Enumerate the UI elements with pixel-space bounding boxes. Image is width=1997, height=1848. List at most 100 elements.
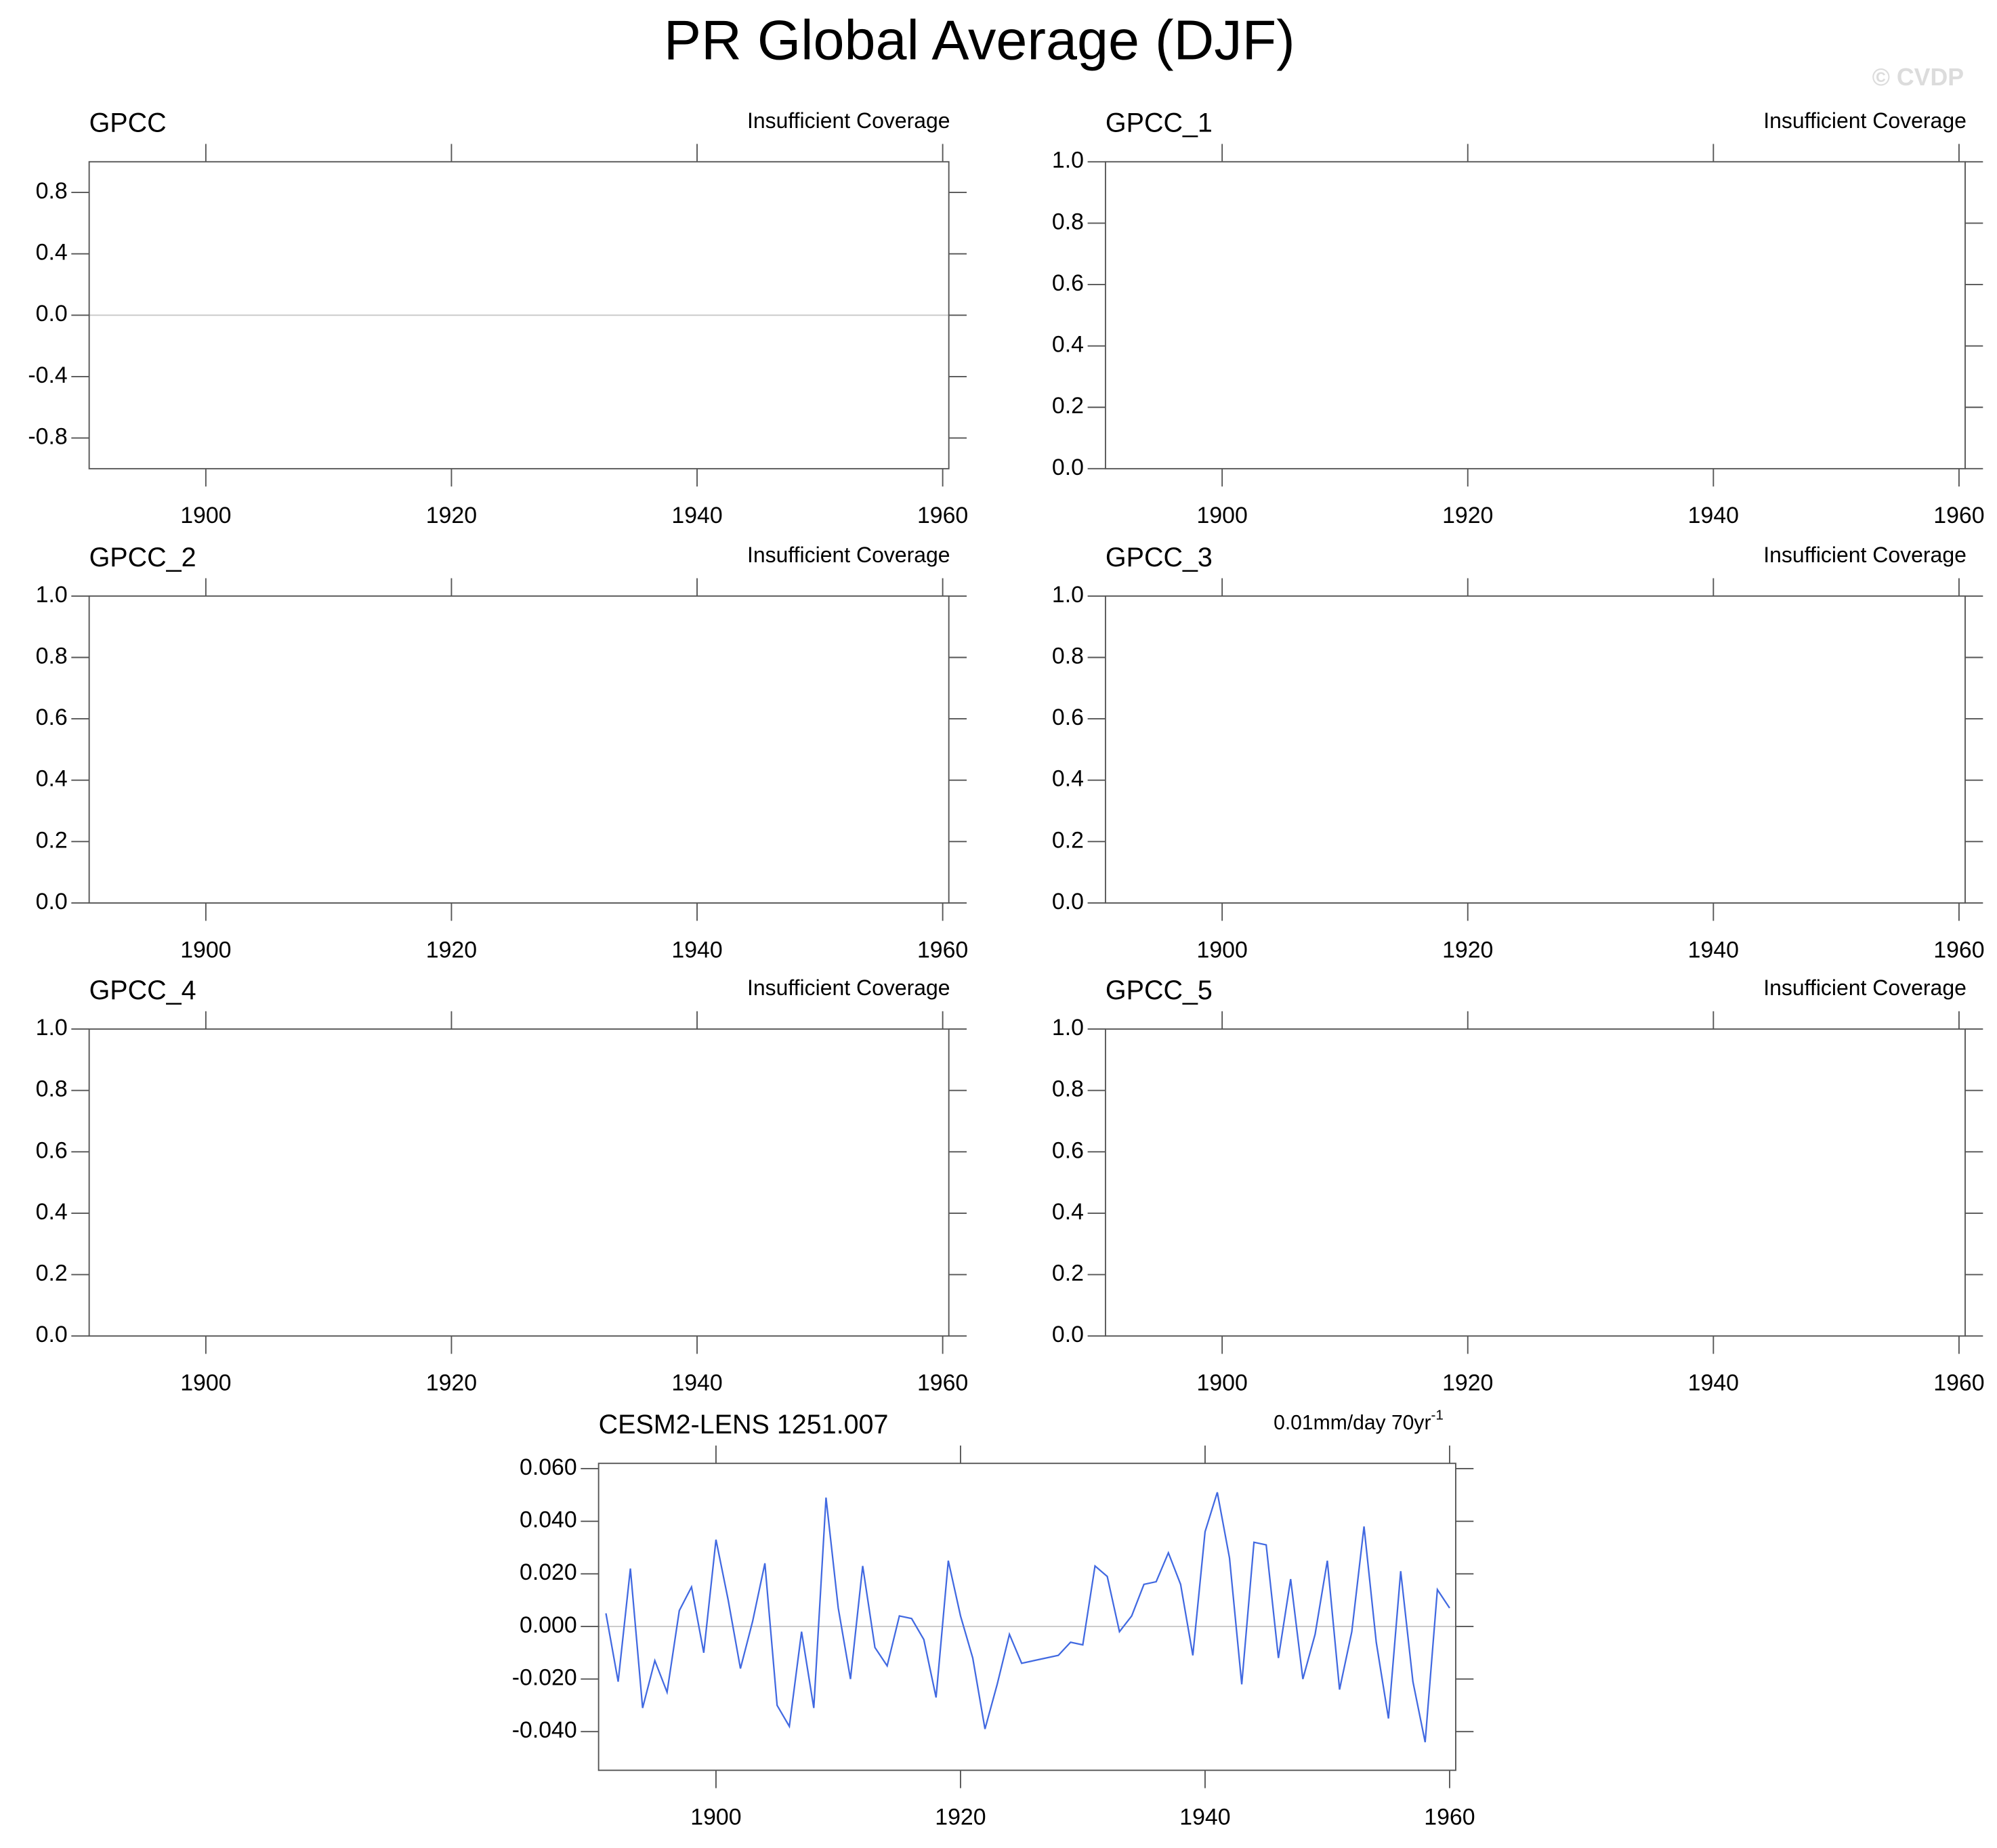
y-tick-label: 1.0 [36, 582, 68, 608]
panel: CESM2-LENS 1251.007 0.01mm/day 70yr-1 -0.0… [512, 1408, 1475, 1830]
annotation-text: 0.01mm/day 70yr [1274, 1412, 1431, 1434]
panel-title: GPCC_4 [89, 975, 196, 1005]
y-tick-label: 1.0 [36, 1015, 68, 1041]
panel: GPCC_3 Insufficient Coverage 0.0 0.2 0.4 0.6 0… [1052, 543, 1985, 963]
x-tick-label: 1900 [180, 1370, 231, 1396]
x-tick-label: 1960 [1933, 937, 1984, 963]
x-tick-label: 1920 [426, 1370, 477, 1396]
plot-frame [597, 1463, 1456, 1771]
y-tick-label: 1.0 [1052, 1015, 1084, 1041]
plot-frame [1104, 595, 1966, 904]
y-tick-label: 0.6 [36, 1137, 68, 1163]
y-tick-label: 0.4 [1052, 332, 1084, 358]
y-tick-label: 0.000 [520, 1612, 577, 1638]
x-tick-label: 1960 [1933, 503, 1984, 528]
y-tick-label: -0.040 [512, 1717, 577, 1743]
panel: GPCC_1 Insufficient Coverage 0.0 0.2 0.4 0.6 0… [1052, 108, 1985, 529]
y-tick-label: 0.060 [520, 1454, 577, 1480]
x-tick-label: 1960 [1424, 1805, 1475, 1830]
panel-subtitle: Insufficient Coverage [1763, 975, 1967, 1000]
x-tick-label: 1900 [180, 937, 231, 963]
x-tick-label: 1960 [917, 937, 968, 963]
y-tick-label: 0.0 [1052, 455, 1084, 480]
x-tick-label: 1940 [1688, 503, 1739, 528]
x-tick-label: 1940 [1688, 1370, 1739, 1396]
x-tick-label: 1960 [917, 503, 968, 528]
panel-title: GPCC_5 [1106, 975, 1213, 1005]
plot-frame [88, 1028, 950, 1337]
y-tick-label: 0.0 [36, 889, 68, 915]
y-tick-label: -0.4 [28, 362, 67, 388]
x-tick-label: 1900 [1197, 1370, 1248, 1396]
y-tick-label: 0.8 [1052, 643, 1084, 669]
y-tick-label: 0.4 [1052, 1199, 1084, 1225]
y-tick-label: 0.6 [36, 705, 68, 730]
y-tick-label: 0.0 [36, 1322, 68, 1347]
y-tick-label: 0.0 [36, 301, 68, 327]
y-tick-label: 0.020 [520, 1559, 577, 1585]
data-line [605, 1492, 1450, 1742]
y-tick-label: 0.6 [1052, 1137, 1084, 1163]
y-tick-label: 0.8 [1052, 209, 1084, 234]
x-tick-label: 1920 [426, 937, 477, 963]
y-tick-label: 0.6 [1052, 705, 1084, 730]
panel-subtitle: Insufficient Coverage [747, 108, 950, 133]
y-tick-label: 0.8 [36, 178, 68, 204]
x-tick-label: 1920 [1442, 937, 1493, 963]
y-tick-label: -0.8 [28, 423, 67, 449]
x-tick-label: 1900 [690, 1805, 741, 1830]
figure-title: PR Global Average (DJF) [664, 9, 1295, 72]
x-tick-label: 1940 [671, 503, 722, 528]
panel-title: GPCC_1 [1106, 108, 1213, 138]
x-tick-label: 1900 [1197, 937, 1248, 963]
x-tick-label: 1940 [671, 1370, 722, 1396]
plot-frame [88, 595, 950, 904]
y-tick-label: 0.0 [1052, 889, 1084, 915]
y-tick-label: 0.2 [1052, 827, 1084, 853]
y-tick-label: 0.4 [36, 766, 68, 792]
panel-title: GPCC_2 [89, 543, 196, 572]
panel-subtitle: Insufficient Coverage [1763, 108, 1967, 133]
x-tick-label: 1960 [917, 1370, 968, 1396]
y-tick-label: -0.020 [512, 1665, 577, 1691]
y-tick-label: 0.0 [1052, 1322, 1084, 1347]
y-tick-label: 0.4 [1052, 766, 1084, 792]
x-tick-label: 1920 [1442, 1370, 1493, 1396]
y-tick-label: 0.4 [36, 1199, 68, 1225]
x-tick-label: 1960 [1933, 1370, 1984, 1396]
panel-subtitle: Insufficient Coverage [747, 543, 950, 567]
panel: GPCC_2 Insufficient Coverage 0.0 0.2 0.4 0.6 0… [36, 543, 969, 963]
watermark: © CVDP [1872, 64, 1964, 91]
plot-frame [1104, 1028, 1966, 1337]
x-tick-label: 1940 [1179, 1805, 1230, 1830]
y-tick-label: 0.2 [36, 1261, 68, 1286]
y-tick-label: 0.040 [520, 1507, 577, 1533]
y-tick-label: 1.0 [1052, 148, 1084, 173]
panel-subtitle: Insufficient Coverage [747, 975, 950, 1000]
panel-title: CESM2-LENS 1251.007 [599, 1410, 889, 1440]
panel-annotation: 0.01mm/day 70yr-1 [1274, 1408, 1444, 1434]
x-tick-label: 1920 [1442, 503, 1493, 528]
x-tick-label: 1940 [1688, 937, 1739, 963]
panel: GPCC_5 Insufficient Coverage 0.0 0.2 0.4 0.6 0… [1052, 975, 1985, 1396]
panel: GPCC_4 Insufficient Coverage 0.0 0.2 0.4 0.6 0… [36, 975, 969, 1396]
y-tick-label: 0.6 [1052, 270, 1084, 296]
y-tick-label: 0.2 [1052, 1261, 1084, 1286]
panel-subtitle: Insufficient Coverage [1763, 543, 1967, 567]
x-tick-label: 1940 [671, 937, 722, 963]
plot-frame [1104, 161, 1966, 469]
annotation-superscript: -1 [1431, 1408, 1443, 1423]
y-tick-label: 0.4 [36, 240, 68, 266]
y-tick-label: 0.8 [36, 643, 68, 669]
y-tick-label: 0.8 [1052, 1076, 1084, 1102]
y-tick-label: 0.2 [1052, 393, 1084, 419]
y-tick-label: 1.0 [1052, 582, 1084, 608]
panel: GPCC Insufficient Coverage -0.8 -0.4 0.0 0.4 0… [28, 108, 968, 529]
panel-title: GPCC_3 [1106, 543, 1213, 572]
panel-title: GPCC [89, 108, 167, 138]
x-tick-label: 1920 [426, 503, 477, 528]
x-tick-label: 1900 [180, 503, 231, 528]
y-tick-label: 0.2 [36, 827, 68, 853]
